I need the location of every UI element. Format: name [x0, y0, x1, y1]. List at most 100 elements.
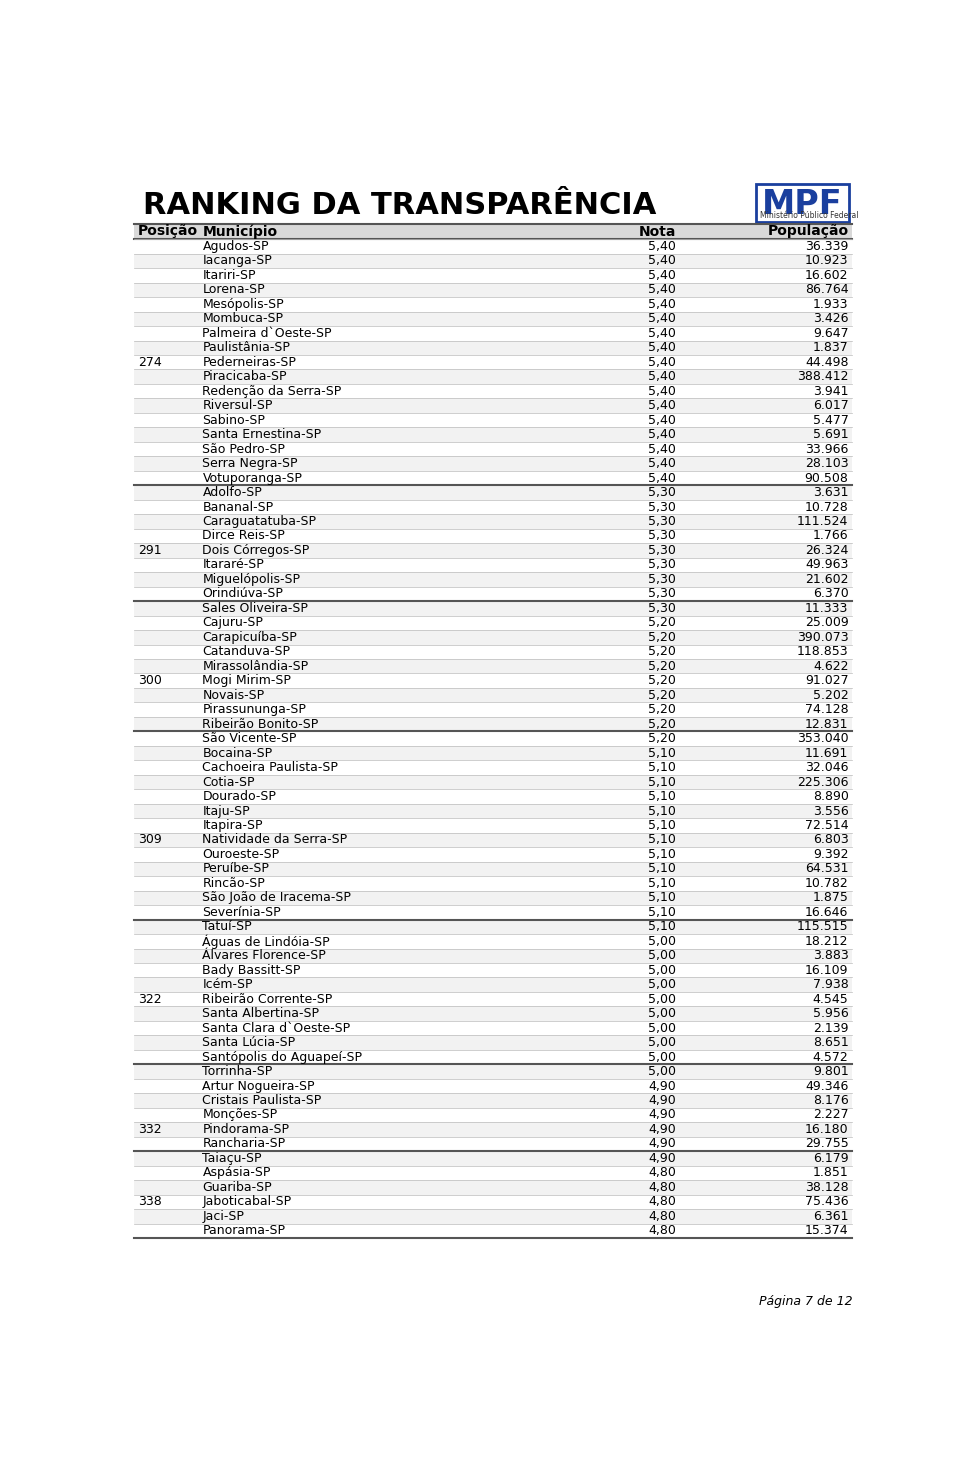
- Text: Jaboticabal-SP: Jaboticabal-SP: [203, 1196, 292, 1208]
- Bar: [134, 703, 852, 716]
- Bar: [134, 312, 852, 326]
- Text: 5,30: 5,30: [648, 500, 676, 514]
- Text: Votuporanga-SP: Votuporanga-SP: [203, 472, 302, 484]
- Text: 1.837: 1.837: [813, 342, 849, 354]
- Text: 1.766: 1.766: [813, 530, 849, 543]
- Bar: [756, 184, 849, 222]
- Text: Sabino-SP: Sabino-SP: [203, 413, 265, 426]
- Text: 10.923: 10.923: [805, 255, 849, 268]
- Bar: [134, 370, 852, 383]
- Text: 5,10: 5,10: [648, 818, 676, 832]
- Bar: [134, 500, 852, 514]
- Text: Ribeirão Corrente-SP: Ribeirão Corrente-SP: [203, 993, 333, 1006]
- Text: 49.963: 49.963: [805, 558, 849, 571]
- Text: Dirce Reis-SP: Dirce Reis-SP: [203, 530, 285, 543]
- Text: 5,30: 5,30: [648, 588, 676, 601]
- Text: 3.426: 3.426: [813, 312, 849, 326]
- Text: 5,30: 5,30: [648, 515, 676, 528]
- Text: Serra Negra-SP: Serra Negra-SP: [203, 457, 298, 471]
- Text: 5,30: 5,30: [648, 485, 676, 499]
- Text: 5.956: 5.956: [813, 1008, 849, 1020]
- Text: 21.602: 21.602: [805, 573, 849, 586]
- Text: Iacanga-SP: Iacanga-SP: [203, 255, 273, 268]
- Text: 115.515: 115.515: [797, 921, 849, 934]
- Text: 9.392: 9.392: [813, 848, 849, 861]
- Text: 33.966: 33.966: [805, 443, 849, 456]
- Bar: [134, 586, 852, 601]
- Bar: [134, 716, 852, 731]
- Text: 4,80: 4,80: [648, 1209, 676, 1222]
- Text: 5,10: 5,10: [648, 876, 676, 889]
- Text: Santa Lúcia-SP: Santa Lúcia-SP: [203, 1036, 296, 1049]
- Text: 4,90: 4,90: [648, 1138, 676, 1150]
- Text: 10.782: 10.782: [804, 876, 849, 889]
- Text: 5,20: 5,20: [648, 616, 676, 629]
- Text: 390.073: 390.073: [797, 630, 849, 644]
- Bar: [134, 443, 852, 456]
- Bar: [134, 1107, 852, 1122]
- Text: 5,00: 5,00: [648, 935, 676, 947]
- Bar: [134, 876, 852, 891]
- Text: 5,00: 5,00: [648, 1008, 676, 1020]
- Bar: [134, 659, 852, 673]
- Text: 32.046: 32.046: [805, 761, 849, 774]
- Text: 5,20: 5,20: [648, 703, 676, 716]
- Text: 5,10: 5,10: [648, 833, 676, 847]
- Bar: [134, 340, 852, 355]
- Text: 8.176: 8.176: [813, 1094, 849, 1107]
- Text: Panorama-SP: Panorama-SP: [203, 1224, 285, 1237]
- Text: Artur Nogueira-SP: Artur Nogueira-SP: [203, 1079, 315, 1092]
- Text: 3.883: 3.883: [813, 949, 849, 962]
- Bar: [134, 1094, 852, 1107]
- Text: 5,40: 5,40: [648, 312, 676, 326]
- Text: 5,40: 5,40: [648, 240, 676, 253]
- Text: 5,40: 5,40: [648, 297, 676, 311]
- Text: 5,10: 5,10: [648, 746, 676, 759]
- Text: 5,40: 5,40: [648, 400, 676, 411]
- Bar: [134, 906, 852, 919]
- Text: Caraguatatuba-SP: Caraguatatuba-SP: [203, 515, 317, 528]
- Text: RANKING DA TRANSPARÊNCIA: RANKING DA TRANSPARÊNCIA: [143, 191, 657, 221]
- Bar: [134, 1224, 852, 1239]
- Bar: [134, 283, 852, 297]
- Text: 6.370: 6.370: [813, 588, 849, 601]
- Text: Sales Oliveira-SP: Sales Oliveira-SP: [203, 602, 308, 614]
- Text: 5,10: 5,10: [648, 891, 676, 904]
- Bar: [134, 644, 852, 659]
- Text: 5,20: 5,20: [648, 645, 676, 659]
- Text: Taiaçu-SP: Taiaçu-SP: [203, 1151, 262, 1165]
- Text: 1.933: 1.933: [813, 297, 849, 311]
- Text: Jaci-SP: Jaci-SP: [203, 1209, 245, 1222]
- Text: 5,30: 5,30: [648, 530, 676, 543]
- Text: 1.851: 1.851: [813, 1166, 849, 1180]
- Text: 5,20: 5,20: [648, 675, 676, 687]
- Bar: [134, 558, 852, 573]
- Text: Orindiúva-SP: Orindiúva-SP: [203, 588, 283, 601]
- Text: Pindorama-SP: Pindorama-SP: [203, 1123, 290, 1137]
- Text: Itapira-SP: Itapira-SP: [203, 818, 263, 832]
- Text: 18.212: 18.212: [805, 935, 849, 947]
- Bar: [134, 1036, 852, 1049]
- Text: 5,40: 5,40: [648, 255, 676, 268]
- Text: Carapicuíba-SP: Carapicuíba-SP: [203, 630, 298, 644]
- Text: Município: Município: [203, 225, 277, 238]
- Text: Natividade da Serra-SP: Natividade da Serra-SP: [203, 833, 348, 847]
- Text: 16.109: 16.109: [805, 963, 849, 977]
- Text: 5,40: 5,40: [648, 327, 676, 340]
- Bar: [134, 1021, 852, 1036]
- Text: 4.572: 4.572: [813, 1051, 849, 1064]
- Text: 5,40: 5,40: [648, 413, 676, 426]
- Bar: [134, 326, 852, 340]
- Text: 49.346: 49.346: [805, 1079, 849, 1092]
- Text: Rancharia-SP: Rancharia-SP: [203, 1138, 286, 1150]
- Text: 5,40: 5,40: [648, 443, 676, 456]
- Text: Peruíbe-SP: Peruíbe-SP: [203, 863, 270, 875]
- Text: 291: 291: [138, 545, 161, 556]
- Text: Tatuí-SP: Tatuí-SP: [203, 921, 252, 934]
- Bar: [134, 776, 852, 789]
- Text: Icém-SP: Icém-SP: [203, 978, 253, 992]
- Text: 26.324: 26.324: [805, 545, 849, 556]
- Text: 6.361: 6.361: [813, 1209, 849, 1222]
- Bar: [134, 731, 852, 746]
- Bar: [134, 688, 852, 703]
